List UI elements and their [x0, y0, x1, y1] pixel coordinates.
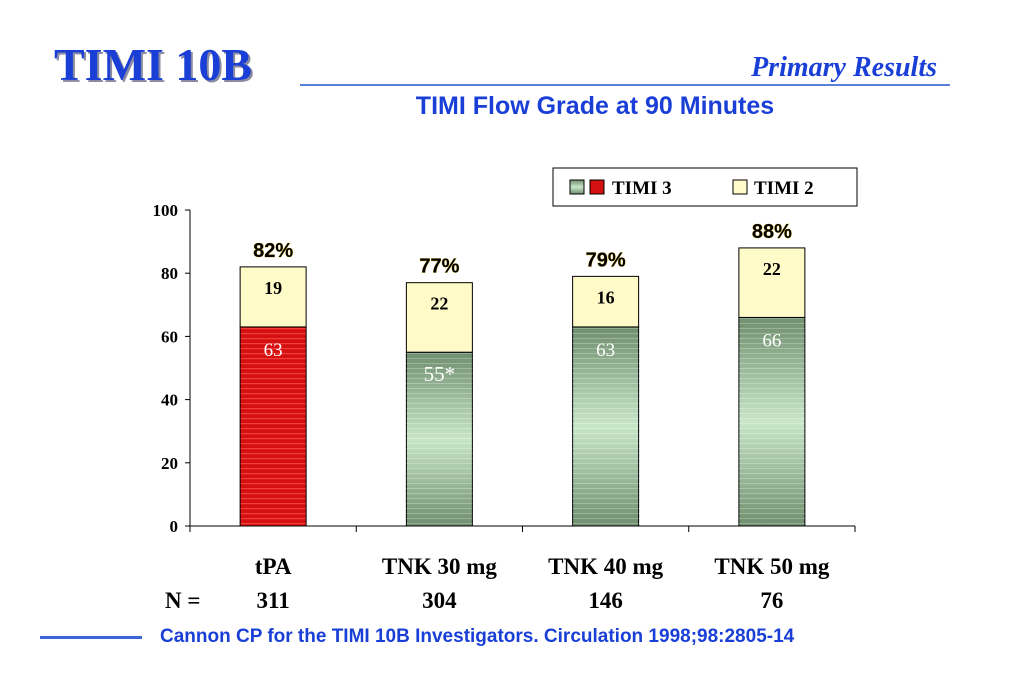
x-category-label: tPA: [255, 554, 292, 579]
legend-box: [552, 167, 858, 207]
bar-total-label: 88%: [752, 221, 792, 243]
legend-swatch-timi2: [732, 179, 748, 195]
bar-timi3-stripes: [572, 326, 639, 526]
bar-timi2-label: 22: [430, 294, 448, 314]
bar-timi2-label: 22: [763, 259, 781, 279]
bars: [239, 247, 806, 527]
bar-timi2: [239, 266, 307, 328]
x-category-label: TNK 50 mg: [714, 554, 830, 579]
y-tick-label: 0: [170, 517, 179, 536]
bar-timi2: [405, 282, 473, 353]
n-value-label: 76: [760, 588, 783, 613]
bar-total-label: 79%: [586, 249, 626, 271]
bar-total-label: 77%: [419, 256, 459, 278]
legend-label-timi2: TIMI 2: [754, 178, 814, 199]
bar-timi2-label: 19: [264, 278, 282, 298]
section-label: Primary Results: [751, 52, 937, 83]
bar-timi3-label: 55*: [424, 362, 456, 386]
y-tick-label: 80: [161, 264, 178, 283]
legend-label-timi3: TIMI 3: [612, 178, 672, 199]
bar-timi3-label: 66: [762, 330, 781, 351]
footer-rule: [40, 636, 142, 639]
chart-title: TIMI Flow Grade at 90 Minutes: [415, 92, 775, 120]
n-value-label: 304: [422, 588, 457, 613]
y-tick-label: 20: [161, 454, 178, 473]
title-rule: [300, 84, 950, 86]
legend-swatch-timi3-green: [569, 179, 585, 195]
legend: TIMI 3 TIMI 2: [552, 167, 858, 207]
y-tick-label: 100: [153, 201, 179, 220]
n-value-label: 146: [588, 588, 623, 613]
bar-timi2: [738, 247, 806, 318]
labels: 63 19 82% tPA 311 55* 22 77% TNK 30 mg 304 63 16 79%…: [165, 221, 830, 613]
bar-timi3: [239, 326, 307, 527]
main-title: TIMI 10B: [54, 39, 253, 90]
bar-total-label: 82%: [253, 240, 293, 262]
bar-timi2: [572, 275, 640, 328]
bar-timi3-stripes: [406, 352, 473, 526]
bar-timi3-label: 63: [264, 340, 283, 361]
x-category-label: TNK 30 mg: [382, 554, 498, 579]
bar-timi3-label: 63: [596, 340, 615, 361]
bar-timi3-stripes: [738, 317, 805, 526]
stacked-bar-chart: 0 20 40 60 80 100 63 19 82% tPA 311 55* 22 77% TNK 30…: [153, 167, 858, 613]
legend-swatch-timi3-red: [589, 179, 605, 195]
x-category-label: TNK 40 mg: [548, 554, 664, 579]
bar-timi2-label: 16: [597, 287, 615, 307]
n-value-label: 311: [257, 588, 290, 613]
n-label: N =: [165, 588, 200, 613]
y-tick-label: 40: [161, 391, 178, 410]
y-tick-label: 60: [161, 327, 178, 346]
citation: Cannon CP for the TIMI 10B Investigators…: [160, 626, 795, 647]
